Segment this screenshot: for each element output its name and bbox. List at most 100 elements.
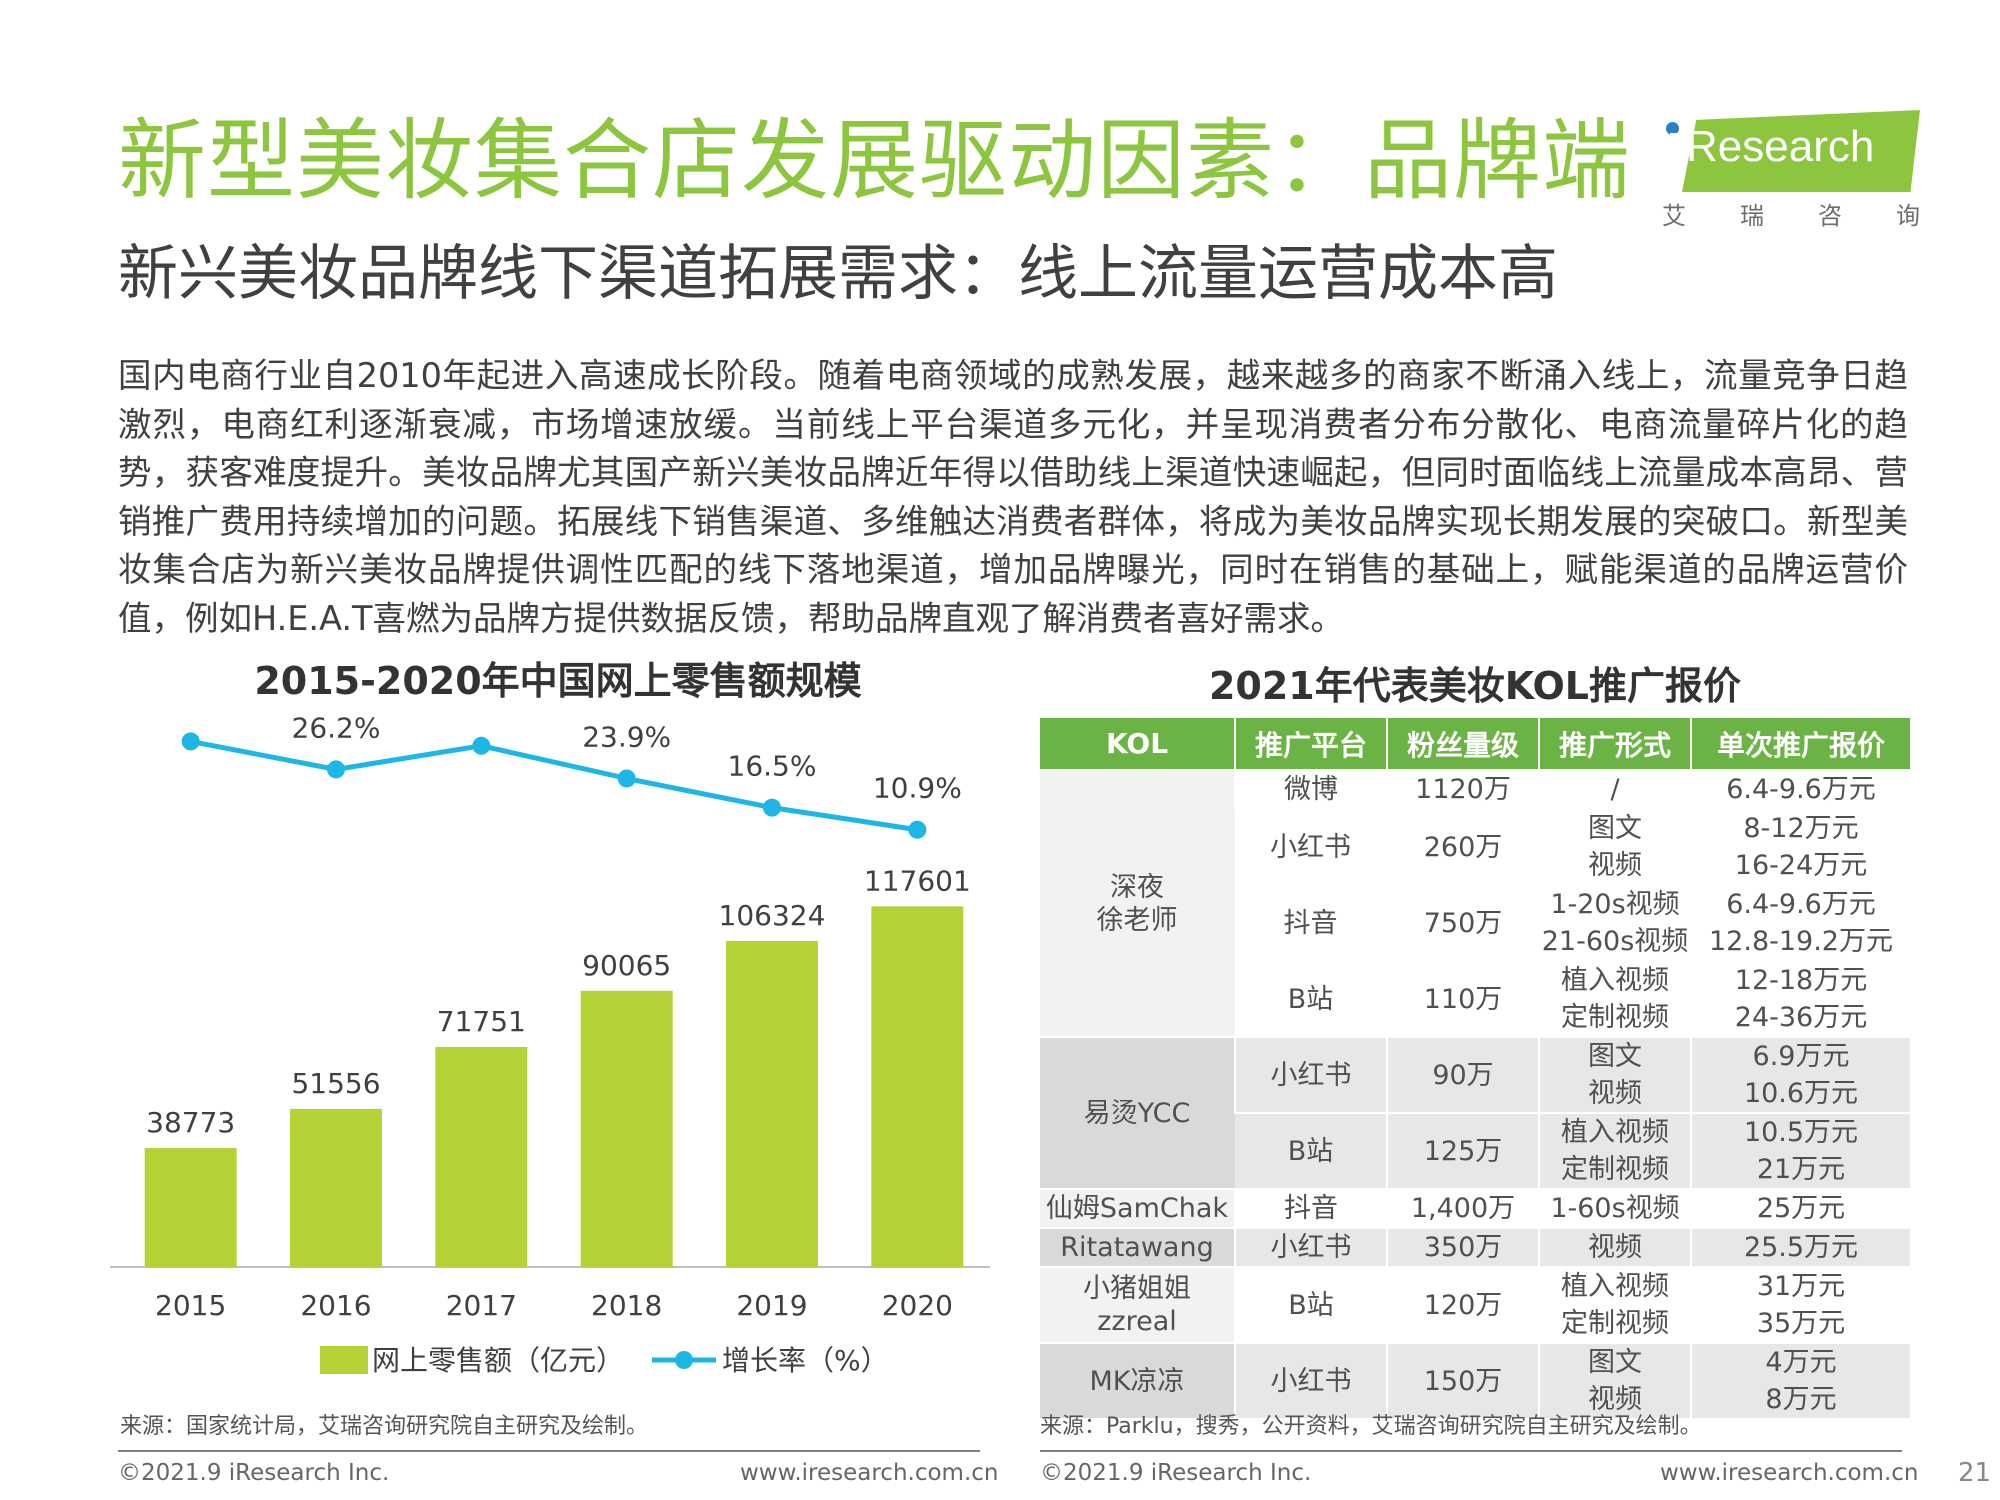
fans-cell: 125万 (1386, 1112, 1539, 1189)
fans-cell: 120万 (1386, 1266, 1539, 1343)
growth-rate-label: 10.9% (873, 772, 962, 805)
kol-name-cell: Ritatawang (1040, 1227, 1235, 1267)
form-cell: 植入视频 定制视频 (1538, 1266, 1691, 1343)
kol-name-cell: 易烫YCC (1040, 1036, 1235, 1189)
fans-cell: 1,400万 (1386, 1188, 1539, 1228)
fans-cell: 90万 (1386, 1036, 1539, 1113)
table-header-cell: 单次推广报价 (1690, 718, 1910, 770)
fans-cell: 350万 (1386, 1227, 1539, 1267)
platform-cell: 小红书 (1235, 808, 1387, 885)
bar (290, 1108, 382, 1267)
growth-rate-point (181, 732, 200, 751)
growth-rate-label: 16.5% (728, 750, 817, 783)
price-cell: 25万元 (1690, 1188, 1910, 1228)
bar (435, 1046, 528, 1267)
legend-swatch-point (675, 1351, 693, 1369)
platform-cell: 小红书 (1234, 1036, 1387, 1113)
growth-rate-label: 26.2% (292, 715, 381, 744)
retail-sales-chart: 38773 2015 51556 2016 71751 2017 90065 2018 1063… (110, 715, 990, 1377)
footer-divider-left (118, 1450, 980, 1452)
legend-label: 网上零售额（亿元） (372, 1344, 624, 1377)
table-title: 2021年代表美妆KOL推广报价 (1208, 664, 1742, 708)
footer-url-link[interactable]: www.iresearch.com.cn (740, 1460, 999, 1486)
bar-value-label: 38773 (146, 1106, 235, 1139)
form-cell: 植入视频 定制视频 (1538, 1112, 1691, 1189)
x-tick-label: 2017 (446, 1289, 517, 1322)
price-cell: 8-12万元 16-24万元 (1690, 808, 1910, 885)
bar-value-label: 106324 (719, 899, 826, 932)
table-row: 小红书 260万 图文 视频 8-12万元 16-24万元 (1040, 808, 1910, 885)
table-header-cell: 粉丝量级 (1386, 718, 1539, 770)
chart-title: 2015-2020年中国网上零售额规模 (254, 659, 862, 703)
bar-value-label: 51556 (291, 1067, 380, 1100)
growth-rate-label: 33.3% (146, 715, 235, 716)
page-number: 21 (1958, 1458, 1992, 1488)
bar (144, 1148, 237, 1267)
platform-cell: B站 (1235, 960, 1387, 1037)
bar (871, 906, 964, 1267)
bar-value-label: 90065 (582, 949, 671, 982)
fans-cell: 1120万 (1386, 769, 1539, 809)
price-cell: 12-18万元 24-36万元 (1690, 960, 1910, 1037)
price-cell: 25.5万元 (1690, 1227, 1910, 1267)
table-header-cell: KOL (1040, 718, 1235, 770)
kol-name-cell: 仙姆SamChak (1040, 1188, 1235, 1228)
platform-cell: 抖音 (1235, 884, 1387, 961)
growth-rate-point (617, 769, 636, 788)
fans-cell: 750万 (1386, 884, 1539, 961)
form-cell: 视频 (1538, 1227, 1691, 1267)
growth-rate-line (190, 738, 918, 833)
iresearch-logo: Research 艾瑞咨询 (1660, 104, 1920, 234)
logo-green-banner-icon (1682, 110, 1920, 192)
growth-rate-point (763, 798, 781, 817)
platform-cell: B站 (1234, 1266, 1387, 1343)
table-row: 易烫YCC 小红书 90万 图文 视频 6.9万元 10.6万元 (1040, 1036, 1910, 1189)
form-cell: 1-60s视频 (1538, 1188, 1691, 1228)
platform-cell: 小红书 (1234, 1342, 1387, 1418)
fans-cell: 150万 (1386, 1342, 1539, 1418)
footer-url-link[interactable]: www.iresearch.com.cn (1660, 1460, 1919, 1486)
page-subtitle: 新兴美妆品牌线下渠道拓展需求：线上流量运营成本高 (118, 239, 1558, 309)
form-cell: 图文 视频 (1538, 1342, 1691, 1418)
form-cell: 植入视频 定制视频 (1538, 960, 1691, 1037)
table-row: 深夜 徐老师 微博 1120万/6.4-9.6万元 (1040, 769, 1910, 1037)
price-cell: 10.5万元 21万元 (1690, 1112, 1910, 1189)
bar-value-label: 117601 (864, 864, 971, 897)
price-cell: 6.4-9.6万元 12.8-19.2万元 (1690, 884, 1910, 961)
fans-cell: 260万 (1386, 808, 1539, 885)
page-title: 新型美妆集合店发展驱动因素：品牌端 (118, 109, 1632, 212)
legend-swatch-bar (320, 1346, 368, 1374)
table-row: MK凉凉 小红书 150万 图文 视频 4万元 8万元 (1040, 1342, 1910, 1418)
kol-name-cell: MK凉凉 (1040, 1342, 1235, 1418)
footer-divider-right (1040, 1450, 1902, 1452)
platform-cell: 小红书 (1234, 1227, 1387, 1267)
growth-rate-label: 23.9% (582, 720, 671, 753)
x-tick-label: 2020 (882, 1289, 953, 1322)
growth-rate-point (472, 736, 491, 755)
price-cell: 31万元 35万元 (1690, 1266, 1910, 1343)
kol-name-cell: 小猪姐姐 zzreal (1040, 1266, 1235, 1343)
growth-rate-label: 32.2% (437, 715, 526, 721)
x-tick-label: 2019 (736, 1289, 807, 1322)
form-cell: / (1538, 769, 1691, 809)
kol-name-cell: 深夜 徐老师 (1040, 769, 1235, 1037)
growth-rate-point (327, 760, 345, 779)
footer-copyright: ©2021.9 iResearch Inc. (1040, 1460, 1312, 1486)
table-row: 小猪姐姐 zzreal B站 120万 植入视频 定制视频 31万元 35万元 (1040, 1266, 1910, 1343)
bar (726, 940, 818, 1267)
form-cell: 1-20s视频 21-60s视频 (1538, 884, 1691, 961)
table-header-row: KOL 推广平台 粉丝量级 推广形式 单次推广报价 (1040, 718, 1910, 770)
price-cell: 6.9万元 10.6万元 (1690, 1036, 1910, 1113)
form-cell: 图文 视频 (1538, 1036, 1691, 1113)
kol-price-table: KOL 推广平台 粉丝量级 推广形式 单次推广报价 深夜 徐老师 微博 1120万/6.4-9… (1040, 718, 1910, 1418)
x-tick-label: 2018 (591, 1289, 662, 1322)
logo-cn-text: 艾瑞咨询 (1662, 202, 1920, 230)
fans-cell: 110万 (1386, 960, 1539, 1037)
table-source-note: 来源：Parklu，搜秀，公开资料，艾瑞咨询研究院自主研究及绘制。 (1040, 1414, 1702, 1439)
chart-source-note: 来源：国家统计局，艾瑞咨询研究院自主研究及绘制。 (120, 1414, 649, 1439)
intro-paragraph: 国内电商行业自2010年起进入高速成长阶段。随着电商领域的成熟发展，越来越多的商… (118, 356, 1908, 638)
logo-wordmark: Research (1670, 122, 1874, 172)
price-cell: 6.4-9.6万元 (1690, 769, 1910, 809)
table-row: 抖音 750万 1-20s视频 21-60s视频 6.4-9.6万元 12.8-19.2万… (1040, 884, 1910, 961)
table-row: Ritatawang 小红书 350万 视频 25.5万元 (1040, 1227, 1910, 1267)
